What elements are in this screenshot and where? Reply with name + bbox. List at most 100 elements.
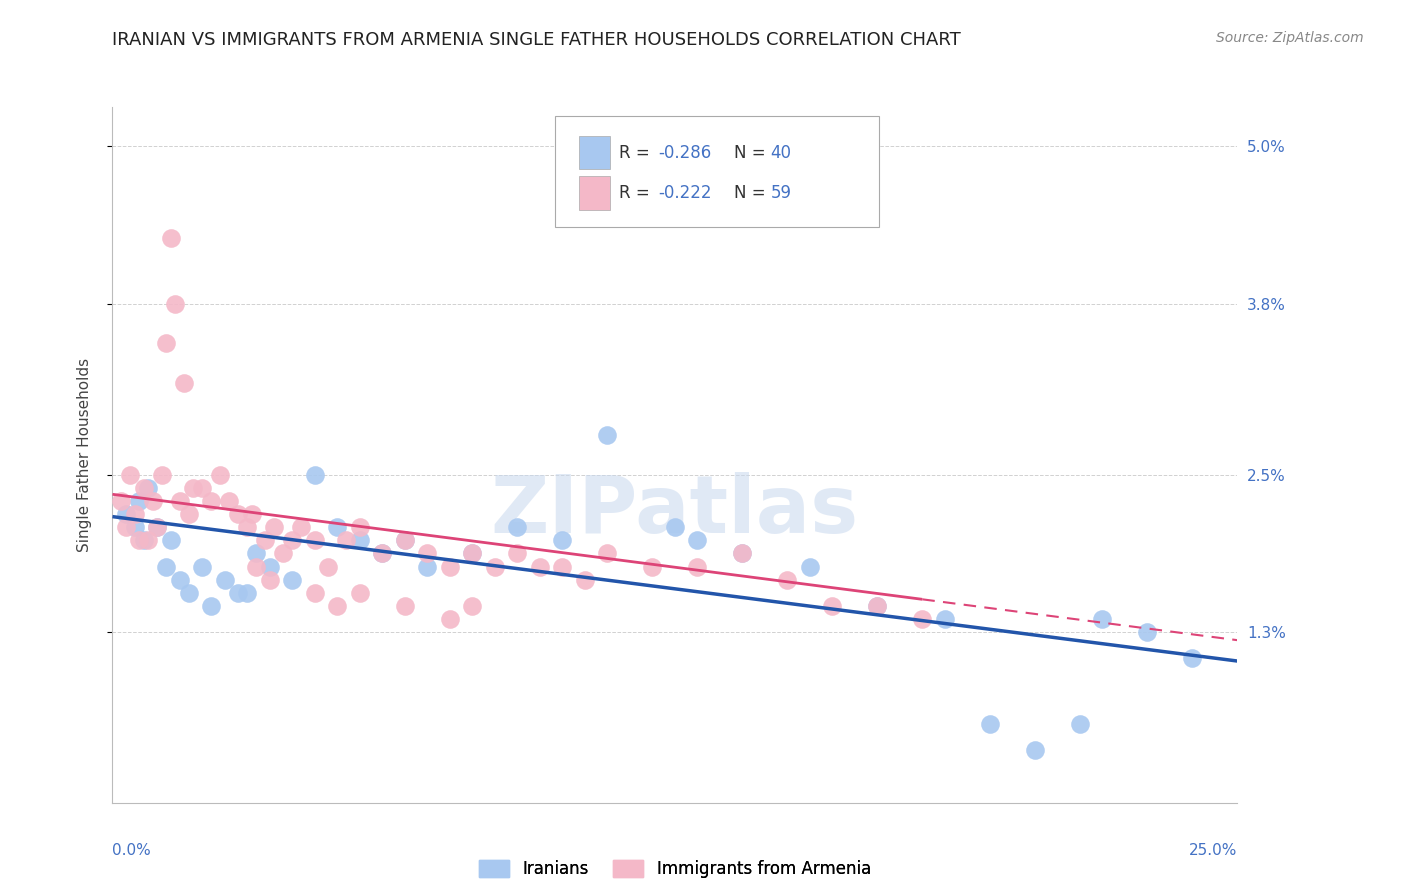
Point (394, 599, 416, 613)
Point (866, 599, 889, 613)
Point (245, 546, 267, 560)
Point (416, 559, 439, 574)
Point (318, 559, 340, 574)
Point (209, 467, 232, 482)
Point (304, 586, 326, 600)
Point (439, 559, 461, 574)
Point (641, 559, 664, 574)
Point (236, 586, 259, 600)
Point (686, 559, 709, 574)
Point (146, 520, 169, 534)
Point (200, 494, 222, 508)
Point (574, 573, 596, 587)
Point (124, 520, 146, 534)
Point (263, 520, 285, 534)
Point (115, 507, 138, 521)
Point (439, 612, 461, 626)
Point (416, 546, 439, 560)
Point (596, 546, 619, 560)
Text: ZIPatlas: ZIPatlas (491, 472, 859, 549)
Point (349, 586, 371, 600)
Point (304, 533, 326, 548)
Point (214, 573, 236, 587)
Point (461, 599, 484, 613)
Point (1091, 612, 1114, 626)
Point (160, 533, 183, 548)
Text: -0.222: -0.222 (658, 184, 711, 202)
Text: R =: R = (619, 144, 655, 161)
Point (1069, 717, 1091, 731)
Point (934, 612, 956, 626)
Point (349, 520, 371, 534)
Point (132, 533, 155, 548)
Text: N =: N = (734, 144, 770, 161)
Point (128, 533, 150, 548)
Text: 40: 40 (770, 144, 792, 161)
Text: 59: 59 (770, 184, 792, 202)
Text: 0.0%: 0.0% (112, 843, 152, 858)
Point (506, 546, 529, 560)
Point (1136, 625, 1159, 640)
Point (191, 481, 214, 495)
Point (979, 717, 1001, 731)
Point (259, 573, 281, 587)
Point (799, 559, 821, 574)
Point (128, 494, 150, 508)
Point (371, 546, 394, 560)
Point (177, 507, 200, 521)
Point (228, 507, 250, 521)
Point (191, 559, 214, 574)
Point (228, 586, 250, 600)
Point (138, 533, 160, 548)
Point (290, 520, 312, 534)
Point (394, 533, 416, 548)
Point (254, 533, 277, 548)
Point (326, 520, 349, 534)
Point (142, 494, 165, 508)
Point (506, 520, 529, 534)
Point (911, 612, 934, 626)
Point (245, 559, 267, 574)
Point (173, 376, 195, 390)
Point (155, 336, 177, 351)
Point (165, 297, 187, 311)
Point (349, 533, 371, 548)
Text: 25.0%: 25.0% (1189, 843, 1237, 858)
Point (236, 520, 259, 534)
Point (124, 507, 146, 521)
Point (371, 546, 394, 560)
Point (150, 467, 173, 482)
Text: Source: ZipAtlas.com: Source: ZipAtlas.com (1216, 31, 1364, 45)
Point (155, 559, 177, 574)
Text: R =: R = (619, 184, 655, 202)
Point (110, 494, 132, 508)
Point (731, 546, 754, 560)
Point (304, 467, 326, 482)
Point (664, 520, 686, 534)
Legend: Iranians, Immigrants from Armenia: Iranians, Immigrants from Armenia (472, 854, 877, 885)
Point (218, 494, 240, 508)
Text: -0.286: -0.286 (658, 144, 711, 161)
Point (326, 599, 349, 613)
Point (169, 573, 191, 587)
Point (177, 586, 200, 600)
Text: N =: N = (734, 184, 770, 202)
Point (138, 481, 160, 495)
Point (776, 573, 799, 587)
Point (1181, 651, 1204, 665)
Point (160, 231, 183, 245)
Point (281, 533, 304, 548)
Y-axis label: Single Father Households: Single Father Households (77, 358, 91, 552)
Point (273, 546, 295, 560)
Point (146, 520, 169, 534)
Point (259, 559, 281, 574)
Point (529, 559, 551, 574)
Point (200, 599, 222, 613)
Point (551, 559, 574, 574)
Point (596, 428, 619, 442)
Point (821, 599, 844, 613)
Point (115, 520, 138, 534)
Text: IRANIAN VS IMMIGRANTS FROM ARMENIA SINGLE FATHER HOUSEHOLDS CORRELATION CHART: IRANIAN VS IMMIGRANTS FROM ARMENIA SINGL… (112, 31, 962, 49)
Point (731, 546, 754, 560)
Point (461, 546, 484, 560)
